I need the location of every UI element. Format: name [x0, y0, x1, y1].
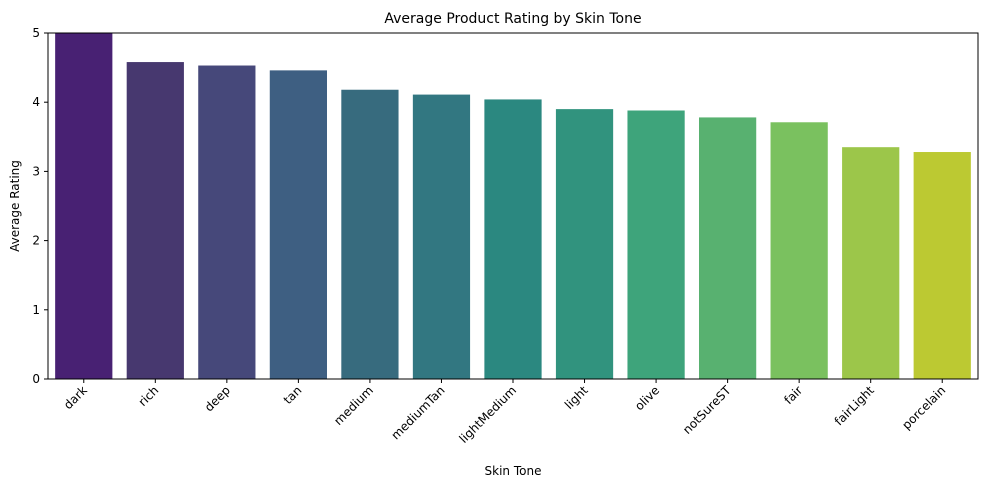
- y-tick-label: 5: [32, 26, 40, 40]
- x-tick-label: rich: [136, 383, 162, 409]
- x-axis: dark rich deep tan medium mediumTan lightMediu…: [61, 379, 948, 446]
- bar-olive: [627, 110, 685, 379]
- bar-tan: [269, 70, 327, 380]
- x-tick-label: tan: [281, 383, 305, 407]
- y-axis-label: Average Rating: [8, 160, 22, 252]
- y-tick-label: 4: [32, 95, 40, 109]
- x-tick-label: fair: [781, 383, 805, 407]
- bar-fairLight: [842, 147, 900, 379]
- bars-layer: [55, 33, 971, 380]
- x-tick-label: medium: [331, 383, 376, 428]
- bar-fair: [770, 122, 828, 380]
- x-tick-label: mediumTan: [388, 383, 447, 442]
- y-tick-label: 0: [32, 372, 40, 386]
- bar-mediumTan: [412, 94, 471, 379]
- x-tick-label: lightMedium: [456, 383, 519, 446]
- x-tick-label: porcelain: [899, 383, 948, 432]
- x-tick-label: notSureST: [680, 383, 734, 437]
- y-tick-label: 2: [32, 234, 40, 248]
- chart-title: Average Product Rating by Skin Tone: [384, 11, 641, 27]
- y-axis: 0 1 2 3 4 5: [32, 26, 48, 386]
- bar-medium: [341, 89, 399, 380]
- bar-notSureST: [699, 117, 757, 380]
- x-tick-label: light: [562, 383, 591, 412]
- x-tick-label: dark: [61, 383, 90, 412]
- x-tick-label: olive: [632, 383, 662, 413]
- bar-lightMedium: [484, 99, 542, 380]
- y-tick-label: 3: [32, 164, 40, 178]
- y-tick-label: 1: [32, 303, 40, 317]
- bar-dark: [55, 33, 113, 379]
- bar-light: [555, 109, 614, 380]
- bar-deep: [198, 65, 256, 380]
- bar-rich: [126, 62, 184, 380]
- x-axis-label: Skin Tone: [485, 464, 542, 478]
- x-tick-label: fairLight: [832, 383, 877, 428]
- bar-porcelain: [913, 152, 971, 379]
- x-tick-label: deep: [202, 383, 233, 414]
